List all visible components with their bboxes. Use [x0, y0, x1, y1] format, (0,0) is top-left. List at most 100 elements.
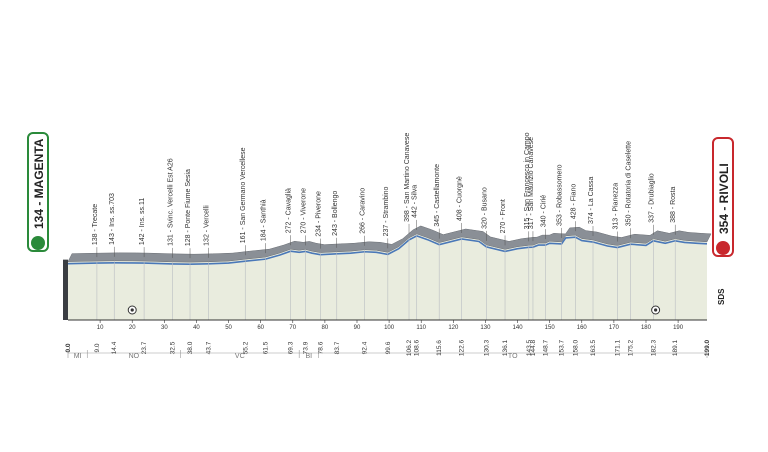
distance-label-8: 61.5 [262, 341, 269, 354]
km-tick-label-6: 70 [289, 325, 296, 331]
start-badge-label: 134 - MAGENTA [32, 138, 46, 229]
distance-label-16: 108.6 [414, 339, 421, 356]
province-label-2: VC [235, 353, 245, 360]
place-label-22: 317 - San Maurizio Canavese [528, 137, 535, 229]
place-label-27: 313 - Pianezza [612, 183, 619, 230]
start-badge-frame [27, 132, 49, 252]
distance-label-26: 163.5 [590, 339, 597, 356]
start-badge-cyclist-icon [31, 236, 45, 250]
place-label-4: 131 - Svinc. Vercelli Est A26 [167, 158, 174, 246]
distance-label-23: 148.7 [542, 339, 549, 356]
profile-left-edge [63, 259, 68, 320]
place-label-8: 184 - Santhià [260, 199, 267, 241]
km-tick-label-4: 50 [225, 325, 232, 331]
place-label-1: 138 - Trecate [92, 204, 99, 245]
km-tick-label-12: 130 [480, 325, 491, 331]
place-label-19: 320 - Busano [481, 187, 488, 229]
km-tick-label-16: 170 [609, 325, 620, 331]
profile-top-band [67, 225, 712, 263]
distance-label-7: 55.2 [242, 341, 249, 354]
distance-label-17: 115.6 [436, 340, 443, 356]
place-label-5: 128 - Ponte Fiume Sesia [185, 169, 192, 246]
km-tick-label-15: 160 [577, 325, 588, 331]
place-label-16: 442 - Silva [412, 185, 419, 218]
km-tick-label-9: 100 [384, 325, 395, 331]
place-label-17: 345 - Castellamonte [434, 164, 441, 227]
place-label-7: 161 - San Germano Vercellese [240, 147, 247, 243]
place-label-2: 143 - Ins. ss.703 [109, 193, 116, 245]
distance-label-28: 175.2 [628, 339, 635, 356]
intermediate-sprint-icon-dot [130, 308, 134, 312]
finish-badge-cyclist-icon [716, 241, 730, 255]
distance-label-31: 199.0 [704, 339, 711, 356]
distance-label-0: 0.0 [65, 343, 72, 352]
place-label-26: 374 - La Cassa [588, 176, 595, 224]
distance-label-4: 32.5 [169, 341, 176, 354]
finish-badge-frame [712, 137, 734, 257]
km-tick-label-14: 150 [545, 325, 556, 331]
km-tick-label-8: 90 [354, 325, 361, 331]
distance-label-24: 153.7 [559, 339, 566, 356]
place-label-15: 398 - San Martino Canavese [404, 133, 411, 222]
distance-label-9: 69.3 [288, 341, 295, 354]
distance-label-14: 99.6 [385, 341, 392, 354]
distance-label-1: 9.0 [94, 343, 101, 352]
place-label-25: 428 - Fiano [570, 184, 577, 220]
km-tick-label-0: 10 [97, 325, 104, 331]
place-label-23: 340 - Cirié [540, 195, 547, 227]
place-label-9: 272 - Cavaglià [286, 188, 293, 233]
profile-front-face [68, 233, 707, 320]
place-label-3: 142 - Ins. ss.11 [139, 198, 146, 245]
place-label-30: 388 - Rosta [670, 186, 677, 222]
km-tick-label-18: 190 [673, 325, 684, 331]
distance-label-18: 122.6 [459, 339, 466, 356]
distance-label-6: 43.7 [205, 341, 212, 354]
distance-label-27: 171.1 [614, 339, 621, 356]
profile-route-line [67, 235, 708, 265]
km-tick-label-1: 20 [129, 325, 136, 331]
distance-label-12: 83.7 [334, 341, 341, 354]
km-tick-label-5: 60 [257, 325, 264, 331]
distance-label-30: 189.1 [672, 339, 679, 356]
place-label-12: 243 - Bollengo [332, 191, 339, 236]
distance-label-29: 182.3 [650, 339, 657, 356]
place-label-24: 353 - Robassomero [557, 164, 564, 226]
distance-label-20: 136.1 [502, 339, 509, 356]
province-label-3: BI [306, 353, 313, 360]
km-tick-label-10: 110 [416, 325, 426, 331]
place-label-21: 315 - San Francesco in Campo [524, 132, 531, 229]
province-label-0: MI [74, 353, 82, 360]
distance-label-15: 106.2 [406, 339, 413, 356]
province-label-1: NO [129, 353, 140, 360]
distance-label-2: 14.4 [111, 341, 118, 354]
distance-label-13: 92.4 [362, 341, 369, 354]
distance-label-5: 38.0 [187, 341, 194, 354]
place-label-18: 408 - Cuorgnè [457, 176, 464, 221]
place-label-10: 270 - Viverone [300, 188, 307, 234]
km-tick-label-3: 40 [193, 325, 200, 331]
place-label-11: 234 - Piverone [315, 191, 322, 237]
km-tick-label-13: 140 [513, 325, 524, 331]
province-label-4: TO [508, 353, 518, 360]
place-label-14: 237 - Strambino [383, 186, 390, 236]
place-label-29: 337 - Drubiaglio [648, 173, 655, 223]
sds-logo: SDS [717, 288, 726, 305]
place-label-28: 350 - Rotatoria di Caselette [626, 141, 633, 226]
place-label-20: 270 - Front [500, 199, 507, 233]
distance-label-19: 130.3 [483, 339, 490, 356]
distance-label-3: 23.7 [141, 341, 148, 354]
km-tick-label-7: 80 [322, 325, 329, 331]
final-sprint-icon-dot [654, 308, 658, 312]
km-tick-label-11: 120 [448, 325, 459, 331]
finish-badge-label: 354 - RIVOLI [717, 163, 731, 234]
distance-label-21: 143.5 [526, 339, 533, 356]
km-tick-label-2: 30 [161, 325, 168, 331]
km-tick-label-17: 180 [641, 325, 652, 331]
distance-label-10: 73.9 [302, 341, 309, 354]
place-label-6: 132 - Vercelli [203, 205, 210, 246]
distance-label-11: 78.6 [317, 341, 324, 354]
distance-label-22: 144.8 [530, 339, 537, 356]
distance-label-25: 158.0 [572, 339, 579, 356]
